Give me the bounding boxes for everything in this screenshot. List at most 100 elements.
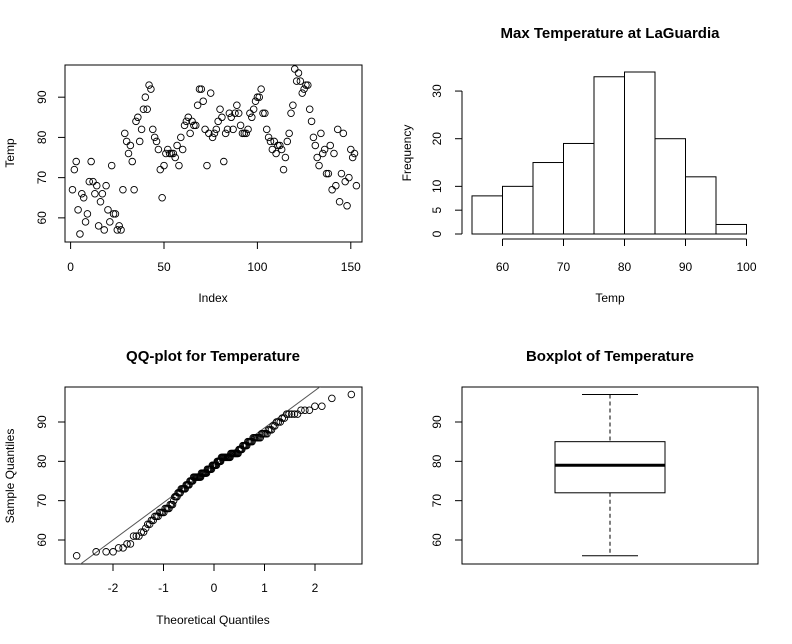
histogram-x-tick-label: 70 — [557, 260, 571, 274]
scatter-point — [199, 97, 207, 105]
boxplot-y-tick-label: 90 — [430, 415, 444, 429]
scatter-point — [302, 81, 310, 89]
scatter-point — [350, 149, 359, 158]
boxplot-y-tick-label: 80 — [430, 454, 444, 468]
qq-point — [274, 418, 283, 426]
qq-y-tick-label: 80 — [35, 454, 49, 468]
qq-x-axis: -2 -1 0 1 2 — [108, 563, 319, 595]
scatter-point — [277, 145, 286, 154]
scatter-point — [341, 177, 349, 186]
scatter-point — [163, 145, 172, 154]
qq-point — [137, 528, 146, 536]
scatter-point — [242, 129, 250, 138]
scatter-y-label: Temp — [3, 138, 17, 168]
scatter-point — [337, 169, 346, 178]
boxplot-box — [554, 441, 666, 494]
scatter-point — [68, 185, 77, 194]
scatter-point — [134, 113, 142, 122]
scatter-point — [212, 125, 221, 134]
histogram-bar — [715, 223, 747, 235]
scatter-point — [122, 137, 131, 146]
scatter-y-tick-label: 60 — [35, 211, 49, 225]
scatter-y-tick-label: 70 — [35, 171, 49, 185]
scatter-point — [274, 141, 282, 150]
qq-x-tick-label: -1 — [158, 581, 169, 595]
histogram-bar — [654, 138, 686, 235]
qq-point — [119, 544, 127, 552]
scatter-point — [233, 101, 241, 109]
scatter-point — [292, 77, 301, 85]
scatter-point — [195, 85, 204, 93]
qq-point — [305, 406, 314, 414]
scatter-point — [313, 153, 321, 162]
scatter-point — [236, 121, 245, 130]
scatter-point — [182, 117, 191, 126]
boxplot-title: Boxplot of Temperature — [526, 348, 694, 365]
scatter-point — [345, 173, 353, 182]
histogram-x-tick-label: 60 — [496, 260, 510, 274]
qq-point — [287, 410, 296, 418]
scatter-point — [83, 210, 92, 218]
scatter-point — [150, 133, 159, 142]
scatter-point — [279, 165, 288, 174]
boxplot-elements — [554, 393, 666, 557]
scatter-point — [276, 141, 284, 150]
histogram-bar — [532, 162, 564, 235]
qq-point — [290, 410, 299, 418]
qq-point — [297, 406, 305, 414]
scatter-point — [264, 133, 273, 142]
scatter-point — [193, 101, 202, 109]
scatter-point — [244, 125, 252, 134]
scatter-point — [102, 181, 110, 190]
histogram-y-label: Frequency — [400, 125, 414, 182]
scatter-point — [139, 105, 148, 113]
scatter-x-tick-label: 50 — [157, 260, 171, 274]
scatter-y-axis: 60 70 80 90 — [35, 90, 66, 225]
qq-point — [123, 540, 131, 548]
scatter-point — [132, 117, 140, 126]
scatter-point — [227, 113, 235, 122]
histogram-bar — [593, 76, 625, 235]
scatter-point — [348, 153, 357, 162]
boxplot-y-tick-label: 60 — [430, 533, 444, 547]
scatter-point — [283, 137, 292, 146]
scatter-point — [115, 222, 123, 230]
scatter-point — [119, 185, 127, 194]
scatter-point — [171, 153, 179, 162]
qq-y-label: Sample Quantiles — [3, 429, 17, 524]
scatter-point — [294, 69, 303, 77]
scatter-point — [320, 145, 329, 154]
scatter-point — [167, 149, 176, 158]
scatter-point — [201, 125, 209, 134]
qq-point — [311, 402, 319, 411]
qq-point — [328, 394, 336, 403]
scatter-point — [240, 129, 249, 138]
scatter-point — [300, 85, 308, 93]
histogram-y-axis: 0 5 10 20 30 — [430, 84, 463, 237]
scatter-point — [251, 97, 260, 105]
qq-point — [72, 551, 81, 560]
scatter-point — [231, 109, 239, 118]
histogram-x-label: Temp — [595, 291, 625, 305]
qq-point — [92, 548, 100, 556]
scatter-points — [68, 65, 361, 238]
scatter-point — [289, 101, 297, 109]
qq-x-label: Theoretical Quantiles — [156, 613, 269, 627]
qq-point — [347, 390, 356, 399]
scatter-point — [324, 169, 333, 178]
scatter-point — [309, 133, 318, 142]
scatter-point — [335, 198, 344, 206]
qq-point — [272, 418, 281, 426]
scatter-x-tick-label: 150 — [341, 260, 361, 274]
scatter-point — [89, 177, 97, 186]
scatter-point — [206, 89, 215, 97]
scatter-point — [175, 161, 183, 170]
qq-point — [141, 524, 150, 532]
scatter-point — [113, 226, 122, 234]
scatter-point — [106, 218, 114, 226]
scatter-point — [248, 113, 256, 122]
qq-y-tick-label: 70 — [35, 494, 49, 508]
scatter-point — [126, 141, 135, 150]
scatter-point — [165, 149, 174, 158]
qq-y-axis: 60 70 80 90 — [35, 415, 66, 547]
